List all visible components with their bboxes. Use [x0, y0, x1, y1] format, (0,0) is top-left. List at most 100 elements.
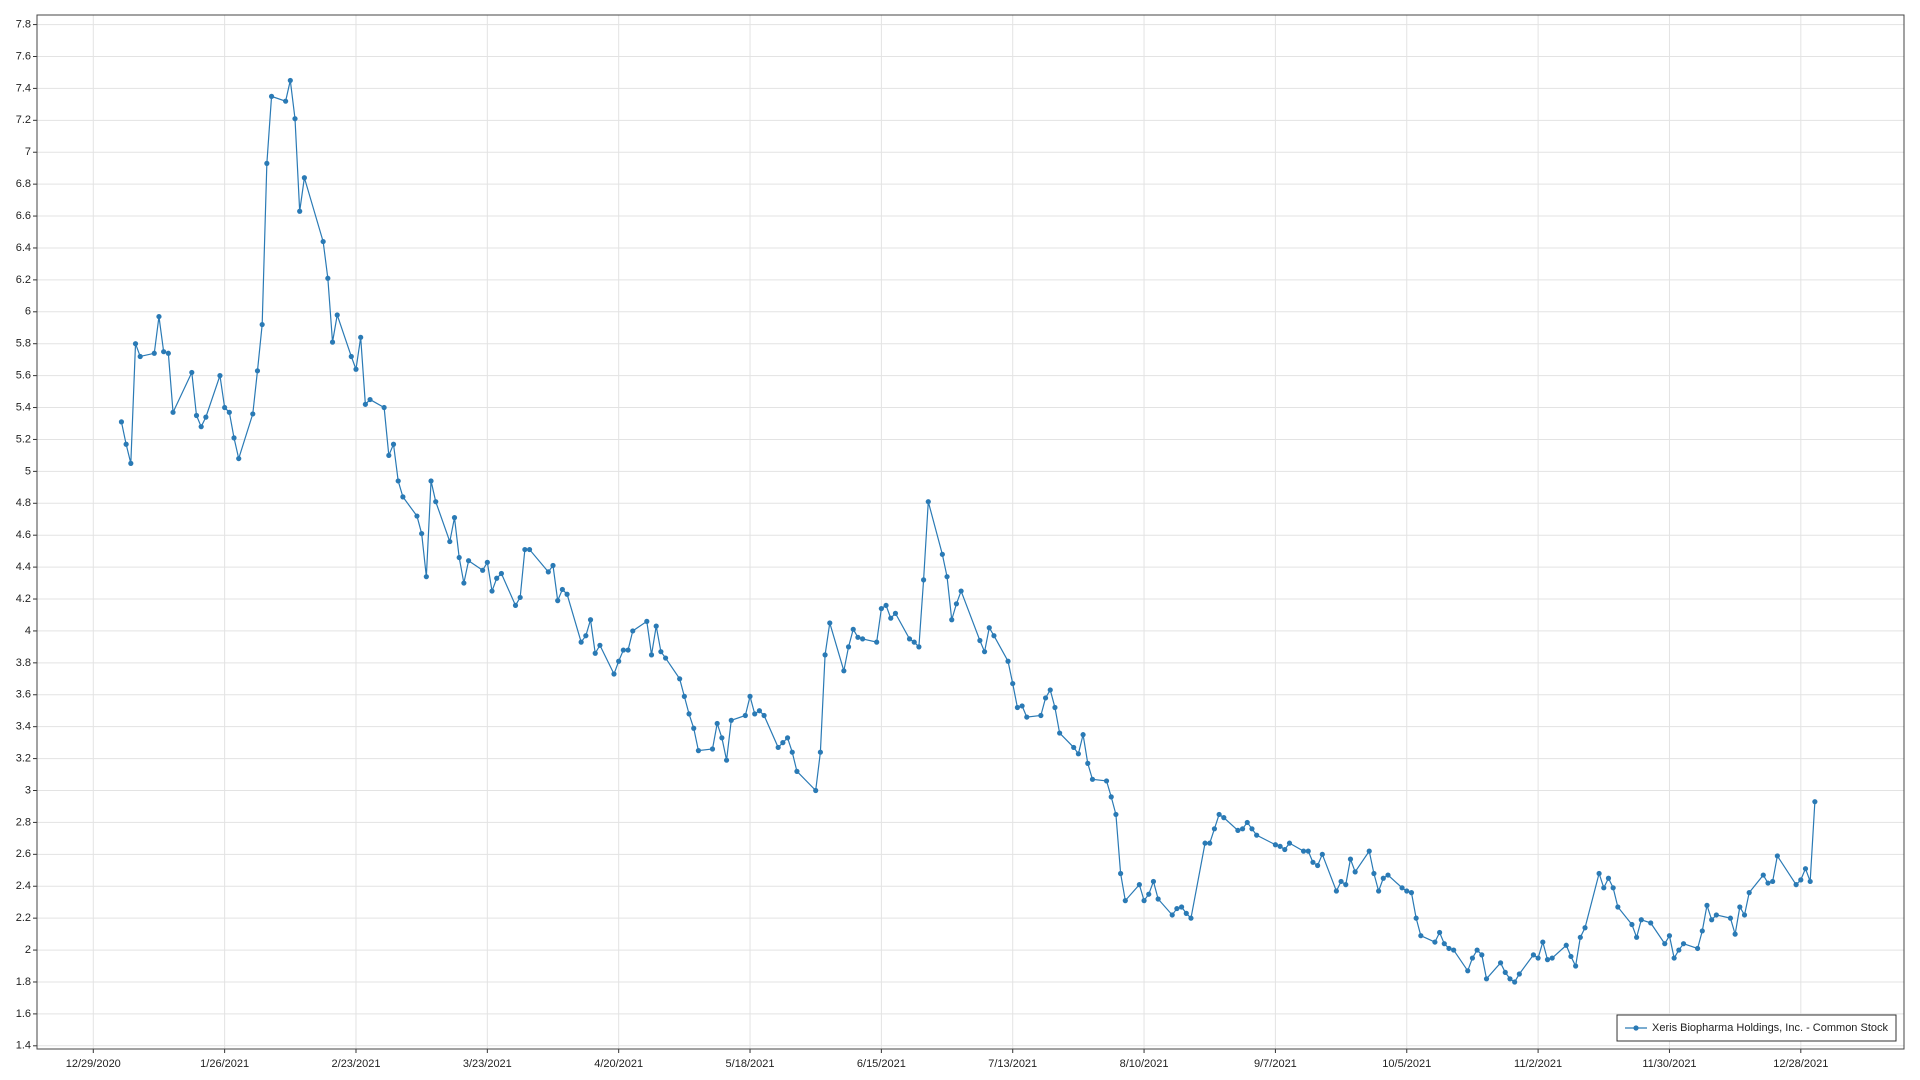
- data-point: [250, 411, 256, 417]
- data-point: [1699, 928, 1705, 934]
- legend: Xeris Biopharma Holdings, Inc. - Common …: [1616, 1014, 1897, 1042]
- data-point: [1629, 921, 1635, 928]
- x-tick-label: 1/26/2021: [200, 1058, 249, 1070]
- data-point: [677, 676, 683, 682]
- data-point: [1235, 827, 1241, 833]
- data-point: [1530, 952, 1537, 958]
- data-point: [400, 494, 406, 500]
- data-point: [1446, 945, 1452, 952]
- data-point: [949, 617, 955, 623]
- data-point: [1216, 811, 1222, 818]
- data-point: [259, 321, 265, 328]
- data-point: [1408, 890, 1415, 896]
- y-tick-label: 6: [25, 306, 31, 318]
- data-point: [1577, 934, 1583, 940]
- data-point: [953, 601, 960, 607]
- data-point: [1582, 925, 1588, 931]
- data-point: [465, 558, 472, 564]
- data-point: [662, 655, 669, 661]
- data-point: [1502, 969, 1508, 976]
- legend-label: Xeris Biopharma Holdings, Inc. - Common …: [1652, 1022, 1888, 1034]
- x-tick-label: 5/18/2021: [726, 1058, 775, 1070]
- data-point: [1010, 680, 1016, 687]
- plot-border: [36, 14, 1905, 1050]
- data-point: [1366, 848, 1372, 854]
- data-point: [297, 208, 303, 214]
- data-point: [845, 644, 852, 650]
- data-point: [390, 441, 397, 447]
- data-point: [118, 419, 125, 425]
- data-point: [592, 650, 598, 656]
- data-point: [1385, 872, 1391, 878]
- y-tick-label: 5.6: [16, 370, 31, 382]
- data-point: [1343, 882, 1349, 888]
- data-point: [1122, 898, 1128, 904]
- y-tick-label: 6.2: [16, 274, 31, 286]
- data-point: [1704, 902, 1710, 908]
- data-point: [958, 588, 964, 594]
- data-point: [301, 175, 307, 181]
- data-point: [1727, 915, 1734, 921]
- data-point: [1760, 872, 1766, 878]
- y-tick-label: 7.2: [16, 114, 31, 126]
- y-tick-label: 2.4: [16, 880, 31, 892]
- data-point: [1793, 882, 1799, 888]
- data-point: [1601, 885, 1607, 891]
- data-point: [1371, 870, 1377, 877]
- data-point: [292, 116, 298, 122]
- data-point: [1155, 896, 1161, 902]
- data-point: [1376, 888, 1382, 894]
- data-point: [587, 617, 594, 623]
- data-point: [320, 238, 326, 245]
- x-tick-label: 9/7/2021: [1254, 1058, 1297, 1070]
- y-tick-label: 5.4: [16, 401, 31, 413]
- data-point: [827, 620, 833, 626]
- data-point: [353, 366, 359, 372]
- data-point: [752, 711, 758, 717]
- data-point: [1038, 712, 1044, 719]
- data-point: [231, 435, 237, 441]
- data-point: [1436, 929, 1443, 936]
- x-tick-label: 11/2/2021: [1514, 1058, 1562, 1070]
- data-point: [855, 634, 861, 640]
- x-tick-label: 10/5/2021: [1382, 1058, 1431, 1070]
- data-point: [939, 551, 945, 557]
- data-point: [1507, 976, 1513, 982]
- data-point: [1042, 695, 1049, 701]
- data-point: [625, 647, 631, 653]
- data-point: [1211, 826, 1218, 832]
- data-point: [123, 441, 129, 447]
- y-tick-label: 3.8: [16, 657, 31, 669]
- data-point: [1146, 891, 1152, 897]
- data-point: [193, 412, 200, 419]
- data-point: [498, 570, 505, 577]
- data-point: [925, 499, 931, 505]
- data-point: [423, 574, 429, 580]
- data-point: [1680, 941, 1687, 947]
- y-tick-label: 2.6: [16, 848, 31, 860]
- data-point: [1089, 776, 1096, 782]
- data-point: [1249, 826, 1255, 832]
- data-point: [1113, 811, 1119, 818]
- data-point: [883, 602, 889, 609]
- legend-box: [1616, 1014, 1897, 1042]
- data-point: [1765, 880, 1771, 886]
- y-tick-label: 4.4: [16, 561, 31, 573]
- y-tick-label: 1.6: [16, 1008, 31, 1020]
- data-point: [761, 712, 767, 719]
- data-point: [283, 98, 289, 104]
- y-tick-label: 6.6: [16, 210, 31, 222]
- data-point: [1174, 905, 1180, 912]
- data-point: [1047, 687, 1053, 693]
- data-point: [512, 602, 519, 609]
- data-point: [226, 409, 232, 415]
- data-point: [583, 633, 589, 639]
- data-point: [222, 404, 228, 411]
- data-point: [986, 625, 992, 631]
- data-point: [616, 658, 622, 664]
- data-point: [1732, 931, 1738, 937]
- data-point: [728, 717, 734, 723]
- data-point: [550, 562, 556, 569]
- data-point: [822, 652, 828, 658]
- data-point: [630, 628, 636, 634]
